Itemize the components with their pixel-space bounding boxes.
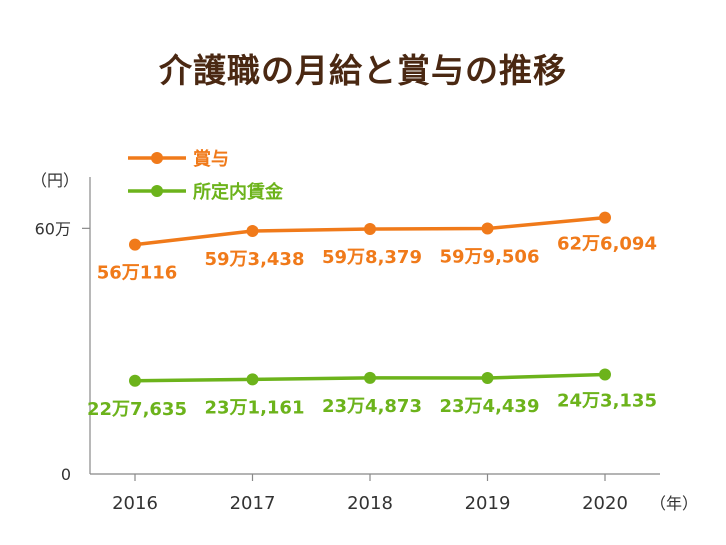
data-point [481, 372, 494, 385]
data-point [246, 225, 259, 238]
y-tick-label: 0 [61, 465, 71, 484]
data-point [129, 374, 141, 387]
x-tick-label: 2017 [230, 493, 276, 514]
data-label: 23万4,873 [322, 396, 422, 417]
data-label: 62万6,094 [557, 234, 657, 255]
x-tick-label: 2018 [347, 493, 393, 514]
y-axis-unit-label: （円） [31, 171, 79, 190]
x-tick-label: 2016 [112, 493, 158, 514]
data-point [481, 222, 494, 235]
data-label: 59万9,506 [440, 247, 540, 268]
y-tick-label: 60万 [35, 219, 71, 238]
data-point [599, 368, 611, 381]
legend-label: 所定内賃金 [193, 181, 284, 203]
data-point [246, 373, 259, 386]
legend-label: 賞与 [193, 148, 229, 170]
data-label: 22万7,635 [87, 399, 187, 420]
x-tick-label: 2020 [582, 493, 628, 514]
legend-marker [151, 185, 163, 197]
chart-title: 介護職の月給と賞与の推移 [159, 51, 567, 90]
data-point [364, 223, 376, 236]
x-tick-label: 2019 [465, 493, 511, 514]
data-point [599, 211, 611, 224]
data-point [364, 371, 376, 384]
x-axis-unit-label: （年） [650, 494, 698, 513]
data-label: 23万4,439 [440, 396, 540, 417]
data-point [129, 238, 141, 251]
data-label: 56万116 [97, 263, 178, 284]
legend-marker [151, 152, 163, 164]
data-label: 59万3,438 [205, 249, 305, 270]
data-label: 23万1,161 [205, 397, 305, 418]
data-label: 59万8,379 [322, 247, 422, 268]
data-label: 24万3,135 [557, 390, 657, 411]
